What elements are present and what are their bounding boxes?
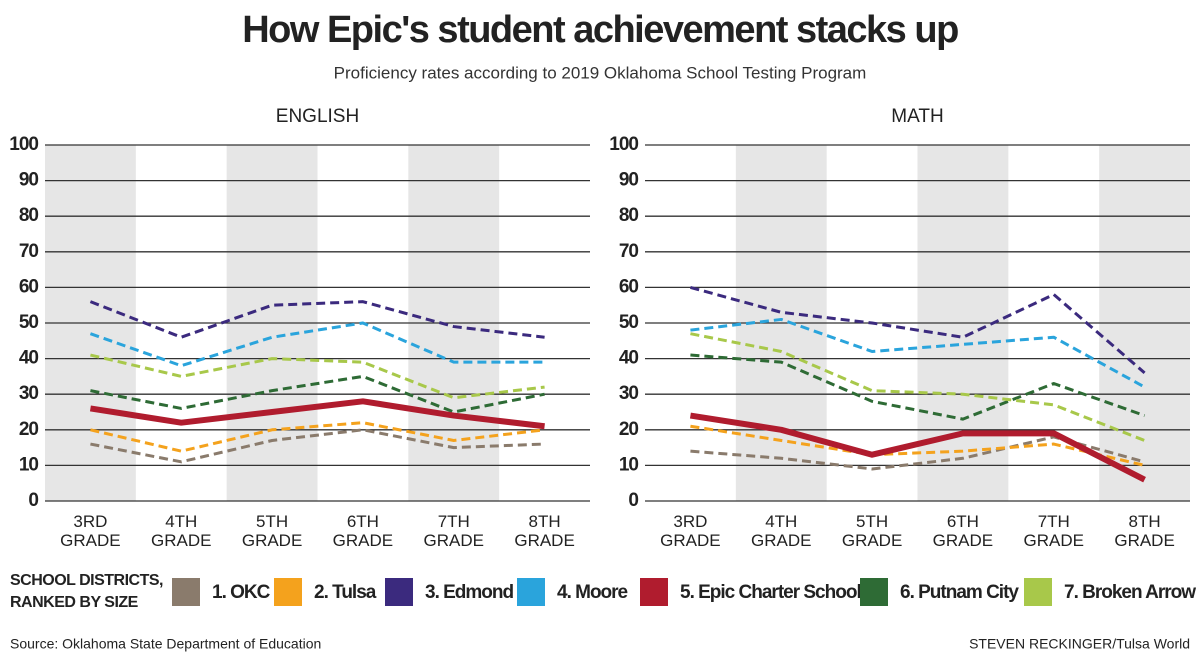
legend-label: 7. Broken Arrow: [1064, 582, 1196, 603]
x-tick-label: 3RD GRADE: [660, 512, 721, 550]
y-tick-label: 80: [19, 205, 39, 226]
y-tick-label: 60: [619, 276, 639, 297]
line-series: [90, 374, 545, 414]
x-tick-label: 6TH GRADE: [332, 512, 394, 550]
legend-label: 5. Epic Charter School: [680, 582, 861, 603]
y-tick-label: 50: [619, 312, 639, 333]
legend-label: 3. Edmond: [425, 582, 514, 603]
legend-title: SCHOOL DISTRICTS,: [10, 572, 163, 589]
legend-label: 1. OKC: [212, 582, 271, 603]
x-tick-label: 3RD GRADE: [60, 512, 121, 550]
y-tick-label: 40: [619, 348, 639, 369]
source: Source: Oklahoma State Department of Edu…: [10, 636, 321, 652]
line-series: [89, 398, 545, 430]
y-tick-label: 50: [19, 312, 39, 333]
legend-swatch: [385, 578, 413, 606]
x-tick-label: 5TH GRADE: [841, 512, 903, 550]
y-tick-label: 90: [19, 170, 39, 191]
credit: STEVEN RECKINGER/Tulsa World: [969, 636, 1190, 652]
line-series: [89, 321, 545, 368]
legend-swatch: [1024, 578, 1052, 606]
y-tick-label: 40: [19, 348, 39, 369]
y-tick-label: 80: [619, 205, 639, 226]
y-tick-label: 20: [19, 419, 39, 440]
title: How Epic's student achievement stacks up: [242, 9, 958, 51]
subtitle: Proficiency rates according to 2019 Okla…: [334, 63, 867, 82]
legend-label: 6. Putnam City: [900, 582, 1019, 603]
line-series: [690, 317, 1146, 389]
y-tick-label: 30: [19, 383, 39, 404]
x-tick-label: 4TH GRADE: [751, 512, 812, 550]
x-tick-label: 8TH GRADE: [514, 512, 575, 550]
line-series: [690, 285, 1146, 374]
line-series: [89, 300, 545, 339]
y-tick-label: 100: [9, 134, 38, 155]
chart-title: MATH: [891, 106, 943, 127]
line-series: [90, 353, 545, 400]
y-tick-label: 20: [619, 419, 639, 440]
y-tick-label: 0: [628, 490, 638, 511]
x-tick-label: 7TH GRADE: [423, 512, 484, 550]
line-series: [690, 332, 1146, 442]
legend-swatch: [640, 578, 668, 606]
y-tick-label: 70: [19, 241, 39, 262]
x-tick-label: 6TH GRADE: [932, 512, 994, 550]
y-tick-label: 100: [609, 134, 638, 155]
y-tick-label: 60: [19, 276, 39, 297]
x-tick-label: 4TH GRADE: [151, 512, 212, 550]
legend-swatch: [172, 578, 200, 606]
y-tick-label: 0: [28, 490, 38, 511]
line-series: [690, 424, 1145, 467]
legend-swatch: [517, 578, 545, 606]
chart-title: ENGLISH: [276, 106, 359, 127]
x-tick-label: 5TH GRADE: [241, 512, 303, 550]
y-tick-label: 10: [19, 454, 39, 475]
line-series: [90, 421, 545, 453]
legend-swatch: [860, 578, 888, 606]
line-series: [90, 428, 545, 464]
legend-label: 2. Tulsa: [314, 582, 377, 603]
legend-title: RANKED BY SIZE: [10, 594, 139, 611]
legend-swatch: [274, 578, 302, 606]
line-series: [690, 353, 1146, 421]
x-tick-label: 8TH GRADE: [1114, 512, 1175, 550]
line-series: [689, 412, 1146, 483]
y-tick-label: 30: [619, 383, 639, 404]
y-tick-label: 90: [619, 170, 639, 191]
x-tick-label: 7TH GRADE: [1023, 512, 1084, 550]
y-tick-label: 10: [619, 454, 639, 475]
y-tick-label: 70: [619, 241, 639, 262]
legend-label: 4. Moore: [557, 582, 628, 603]
